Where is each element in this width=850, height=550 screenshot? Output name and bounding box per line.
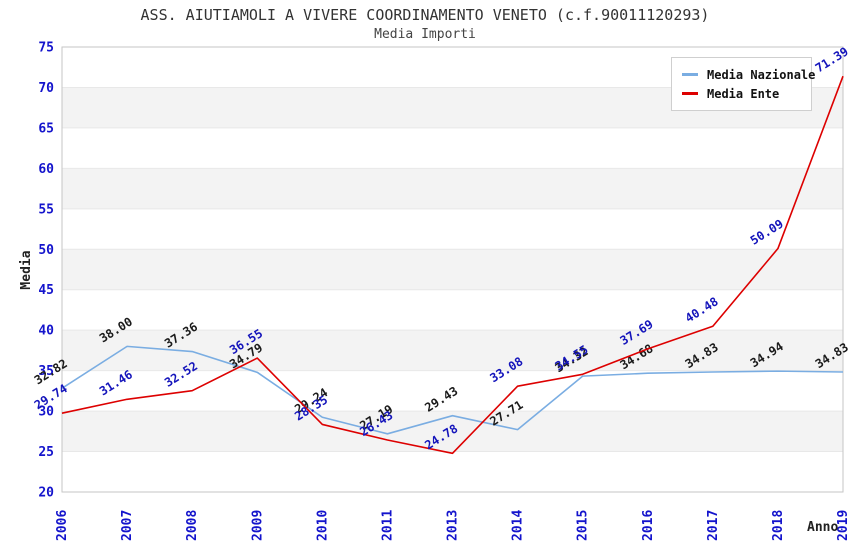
x-tick-label: 2008 xyxy=(185,510,200,541)
x-tick-label: 2007 xyxy=(120,510,135,541)
x-tick-label: 2018 xyxy=(771,510,786,541)
x-tick-label: 2015 xyxy=(576,510,591,541)
y-tick-label: 35 xyxy=(38,364,54,379)
y-axis-title: Media xyxy=(19,250,34,289)
chart-legend: Media Nazionale Media Ente xyxy=(671,57,815,111)
data-label-media-nazionale: 32.82 xyxy=(32,356,70,387)
x-tick-label: 2010 xyxy=(315,510,330,541)
x-tick-label: 2016 xyxy=(641,510,656,541)
y-tick-label: 45 xyxy=(38,283,54,298)
series-line-media-ente xyxy=(61,75,844,455)
y-tick-label: 20 xyxy=(38,486,54,501)
y-tick-label: 50 xyxy=(38,243,54,258)
series-line-media-nazionale xyxy=(61,345,844,435)
media-ente-line-swatch-icon xyxy=(682,92,698,95)
plot-band xyxy=(62,168,843,209)
legend-item-media-ente: Media Ente xyxy=(682,84,811,103)
chart-title: ASS. AIUTIAMOLI A VIVERE COORDINAMENTO V… xyxy=(140,6,710,24)
data-label-media-ente: 71.39 xyxy=(813,44,850,75)
x-tick-label: 2017 xyxy=(706,510,721,541)
legend-label: Media Nazionale xyxy=(707,67,816,82)
y-tick-label: 30 xyxy=(38,405,54,420)
y-tick-label: 75 xyxy=(38,41,54,56)
y-tick-label: 60 xyxy=(38,162,54,177)
y-tick-label: 70 xyxy=(38,81,54,96)
plot-border xyxy=(61,46,844,493)
data-label-media-ente: 31.46 xyxy=(97,367,135,398)
plot-band xyxy=(62,411,843,452)
data-label-media-nazionale: 29.43 xyxy=(422,384,460,415)
media-nazionale-line-swatch-icon xyxy=(682,73,698,76)
y-tick-label: 65 xyxy=(38,121,54,136)
legend-item-media-nazionale: Media Nazionale xyxy=(682,65,815,84)
y-tick-label: 25 xyxy=(38,445,54,460)
y-tick-label: 40 xyxy=(38,324,54,339)
x-tick-label: 2011 xyxy=(380,510,395,541)
x-axis-title: Anno xyxy=(807,520,838,535)
plot-band xyxy=(62,330,843,371)
legend-label: Media Ente xyxy=(707,86,780,101)
x-tick-label: 2014 xyxy=(511,510,526,541)
x-tick-label: 2013 xyxy=(446,510,461,541)
data-label-media-ente: 40.48 xyxy=(683,294,721,325)
y-tick-label: 55 xyxy=(38,202,54,217)
x-tick-label: 2006 xyxy=(55,510,70,541)
plot-band xyxy=(62,249,843,290)
x-tick-label: 2009 xyxy=(250,510,265,541)
x-tick-label: 2019 xyxy=(836,510,850,541)
chart-subtitle: Media Importi xyxy=(374,27,476,42)
